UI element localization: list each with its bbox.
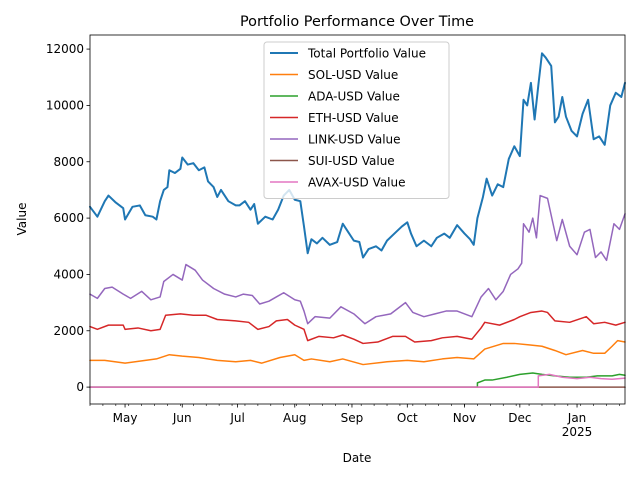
y-tick-label: 8000	[53, 155, 84, 169]
x-tick-label: Aug	[283, 411, 306, 425]
y-axis-label: Value	[15, 203, 29, 236]
series-line-sol-usd-value	[89, 339, 626, 366]
y-tick-label: 6000	[53, 211, 84, 225]
series-line-avax-usd-value	[89, 373, 626, 388]
axes: 0 2000 4000 6000 8000 10000 12000 May Jun Jul Aug S…	[46, 34, 626, 439]
plot-area	[89, 52, 626, 388]
x-tick-sublabel: 2025	[562, 425, 593, 439]
legend-label: LINK-USD Value	[308, 133, 401, 147]
legend-label: ETH-USD Value	[308, 111, 399, 125]
x-tick-label: Oct	[397, 411, 418, 425]
x-tick-label: May	[113, 411, 138, 425]
legend-label: Total Portfolio Value	[307, 47, 426, 61]
y-tick-label: 10000	[46, 98, 84, 112]
x-tick-label: Sep	[341, 411, 364, 425]
legend-label: SOL-USD Value	[308, 68, 398, 82]
legend-box	[263, 41, 450, 199]
series-line-total-portfolio-value	[89, 52, 626, 259]
series-line-eth-usd-value	[89, 310, 626, 345]
x-tick-label: Jul	[229, 411, 244, 425]
series-line-ada-usd-value	[89, 372, 626, 388]
x-tick-label: Dec	[508, 411, 531, 425]
y-tick-label: 2000	[53, 324, 84, 338]
y-tick-label: 4000	[53, 267, 84, 281]
axes-frame	[89, 34, 626, 405]
legend-label: SUI-USD Value	[308, 154, 395, 168]
x-tick-label: Jan	[567, 411, 587, 425]
legend-label: AVAX-USD Value	[308, 176, 405, 190]
legend-label: ADA-USD Value	[308, 90, 400, 104]
series-line-link-usd-value	[89, 194, 626, 325]
x-axis-label: Date	[343, 451, 372, 465]
chart-title: Portfolio Performance Over Time	[240, 14, 474, 30]
y-tick-label: 12000	[46, 42, 84, 56]
x-tick-label: Nov	[453, 411, 476, 425]
legend: Total Portfolio Value SOL-USD Value ADA-US…	[263, 41, 450, 199]
x-tick-label: Jun	[172, 411, 192, 425]
y-tick-label: 0	[76, 380, 84, 394]
